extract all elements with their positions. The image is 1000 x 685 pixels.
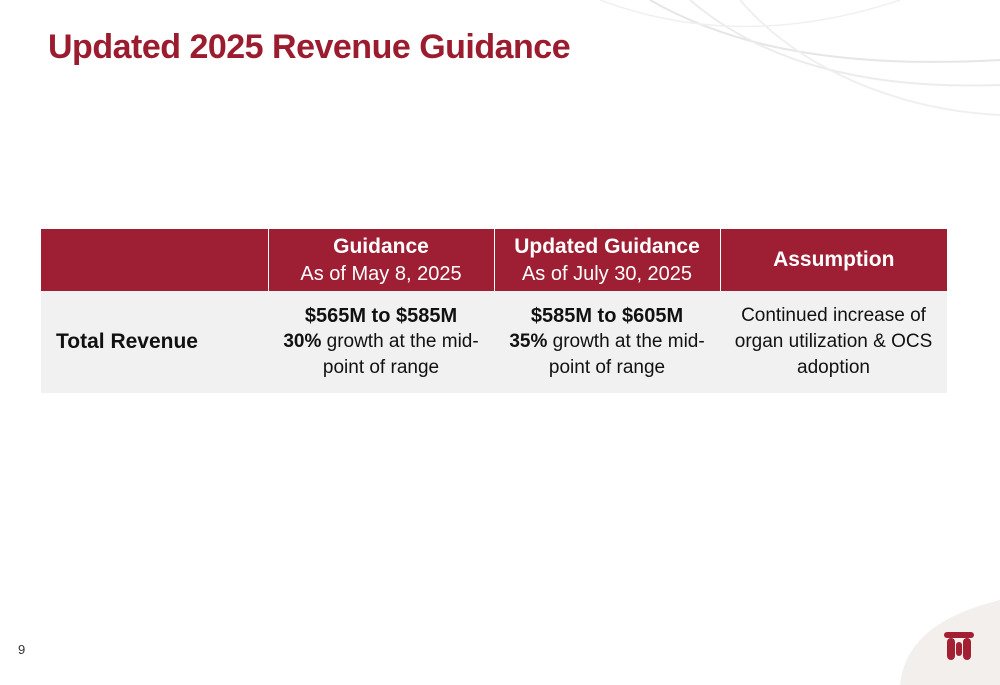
header-empty-cell [41,229,269,291]
header-guidance-date: As of May 8, 2025 [300,263,462,285]
cell-updated-guidance: $585M to $605M 35% growth at the mid-poi… [494,291,720,393]
header-updated-guidance-title: Updated Guidance [514,235,700,258]
updated-growth-text: growth at the mid-point of range [547,331,705,378]
table-row: Total Revenue $565M to $585M 30% growth … [41,291,947,393]
guidance-table: Guidance As of May 8, 2025 Updated Guida… [41,229,947,393]
header-guidance: Guidance As of May 8, 2025 [268,229,495,291]
updated-range: $585M to $605M [530,305,684,327]
header-assumption-title: Assumption [773,248,895,271]
cell-assumption: Continued increase of organ utilization … [720,291,947,393]
cell-guidance: $565M to $585M 30% growth at the mid-poi… [268,291,494,393]
slide-title: Updated 2025 Revenue Guidance [48,28,571,66]
page-number: 9 [18,642,26,657]
header-guidance-title: Guidance [333,235,429,258]
guidance-range: $565M to $585M [304,305,458,327]
updated-growth-pct: 35% [509,331,548,352]
header-updated-guidance-date: As of July 30, 2025 [521,263,693,285]
company-logo-icon [944,632,974,660]
table-header-row: Guidance As of May 8, 2025 Updated Guida… [41,229,947,291]
guidance-growth-text: growth at the mid-point of range [321,331,479,378]
guidance-growth-pct: 30% [283,331,322,352]
row-label-total-revenue: Total Revenue [41,291,268,393]
header-assumption: Assumption [720,229,947,291]
header-updated-guidance: Updated Guidance As of July 30, 2025 [494,229,721,291]
